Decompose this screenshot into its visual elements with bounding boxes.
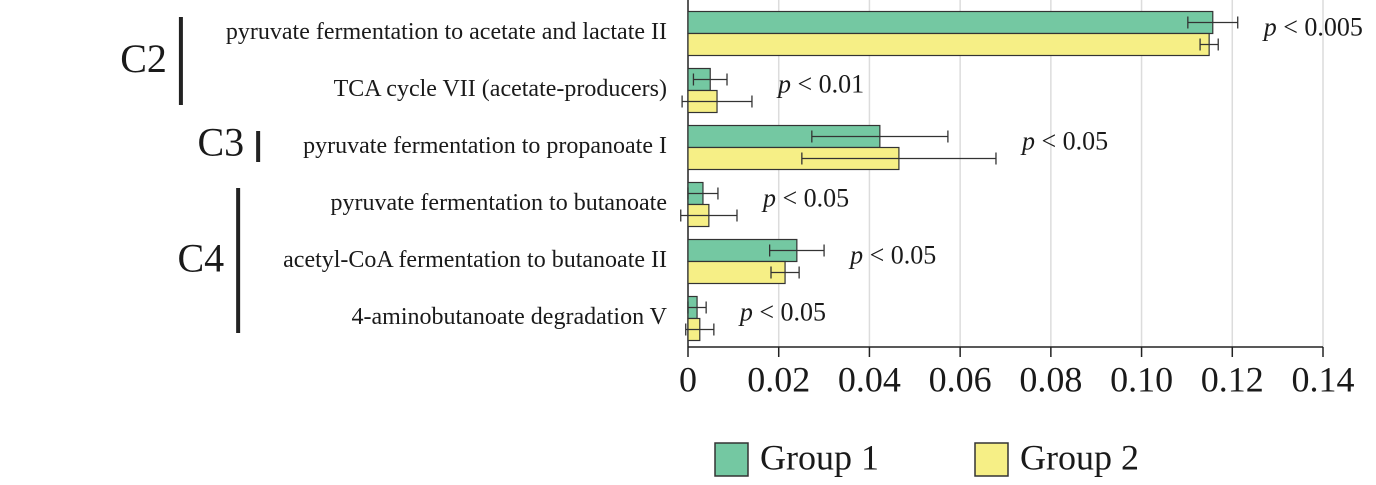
error-bar [687,187,719,200]
p-value-annotation: p < 0.05 [848,240,936,269]
legend-label: Group 2 [1020,437,1139,477]
error-bar [1187,16,1239,29]
legend-swatch [974,442,1009,477]
error-bar [768,244,825,257]
x-tick-label: 0.14 [1292,359,1355,399]
p-value-annotation: p < 0.005 [1262,12,1363,41]
error-bar [680,209,738,222]
category-label: pyruvate fermentation to butanoate [330,190,667,216]
p-value-annotation: p < 0.05 [761,183,849,212]
legend-label: Group 1 [760,437,879,477]
bar [687,10,1214,35]
p-value-annotation: p < 0.01 [776,69,864,98]
x-tick-label: 0.06 [929,359,992,399]
category-label: pyruvate fermentation to propanoate I [303,133,667,159]
error-bar [811,130,949,143]
group-label: C4 [177,236,224,281]
p-value-annotation: p < 0.05 [1020,126,1108,155]
x-tick-label: 0.10 [1110,359,1173,399]
bar [687,32,1210,57]
error-bar [687,301,707,314]
error-bar [692,73,728,86]
error-bar [801,152,997,165]
x-tick-label: 0.02 [747,359,810,399]
category-label: TCA cycle VII (acetate-producers) [334,76,667,102]
error-bar [685,323,715,336]
category-label: 4-aminobutanoate degradation V [352,304,668,330]
x-tick-label: 0.08 [1019,359,1082,399]
error-bar [1199,38,1219,51]
x-tick-label: 0.12 [1201,359,1264,399]
x-tick-label: 0 [679,359,697,399]
x-tick-label: 0.04 [838,359,901,399]
group-label: C3 [197,120,244,165]
error-bar [770,266,800,279]
group-label: C2 [120,36,167,81]
error-bar [681,95,753,108]
category-label: pyruvate fermentation to acetate and lac… [226,19,667,45]
p-value-annotation: p < 0.05 [738,297,826,326]
legend-swatch [714,442,749,477]
category-label: acetyl-CoA fermentation to butanoate II [283,247,667,273]
